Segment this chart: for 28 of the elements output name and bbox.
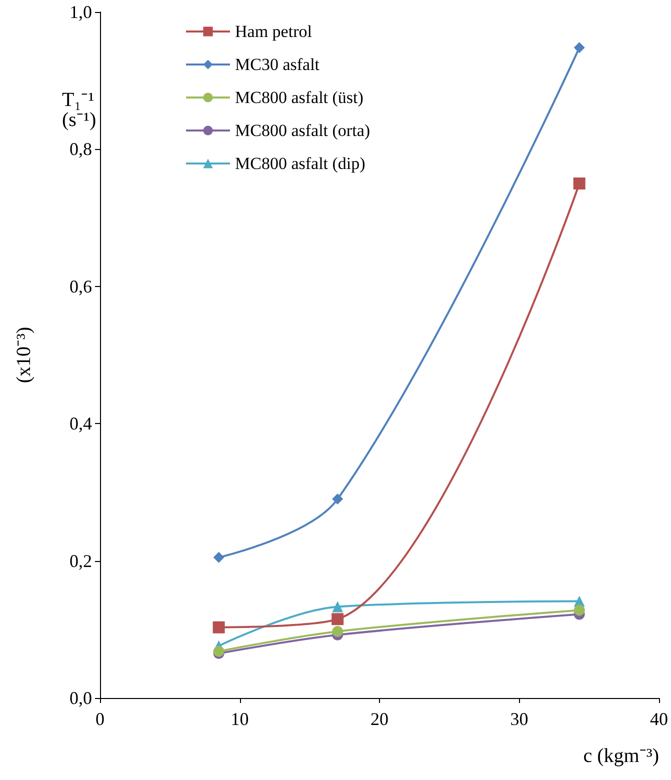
y-tick-label: 0,0 [70, 688, 92, 708]
legend-label: MC800 asfalt (orta) [235, 121, 370, 140]
legend-label: MC800 asfalt (üst) [235, 88, 364, 107]
y-tick-label: 0,2 [70, 550, 92, 571]
point [574, 604, 585, 616]
x-axis-title: c (kgm⁻³) [583, 745, 659, 767]
point [574, 42, 585, 54]
point [573, 178, 586, 190]
point [212, 621, 225, 634]
x-tick-label: 0 [96, 709, 104, 729]
y-tick-label: 0,8 [70, 139, 92, 160]
legend-label: MC800 asfalt (dip) [235, 154, 366, 173]
y-axis-title: (x10⁻³) [13, 326, 35, 384]
x-tick-label: 40 [650, 709, 668, 729]
y-tick-label: 0,6 [70, 276, 92, 296]
legend-label: MC30 asfalt [235, 55, 320, 74]
legend-label: Ham petrol [235, 22, 312, 41]
x-tick-label: 10 [230, 709, 249, 729]
point [332, 613, 344, 626]
x-tick-label: 30 [510, 709, 528, 729]
point [332, 626, 344, 637]
point [332, 494, 344, 505]
point [213, 552, 224, 563]
point [332, 601, 344, 612]
y-tick-label: 1,0 [70, 2, 92, 22]
text: T₁⁻¹ (s⁻¹) [62, 89, 100, 131]
x-tick-label: 20 [370, 709, 388, 729]
y-tick-label: 0,4 [70, 414, 92, 434]
